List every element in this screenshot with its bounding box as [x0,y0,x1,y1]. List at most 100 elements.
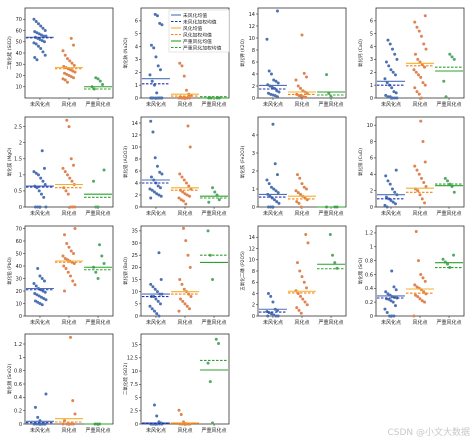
data-point [155,96,159,100]
data-point [38,274,42,278]
data-point [266,314,270,318]
data-point [152,309,156,313]
y-tick-label: 8 [370,139,373,145]
x-tick-label: 未风化点 [146,210,166,217]
data-point [34,422,38,426]
data-point [276,191,280,195]
data-point [185,181,188,185]
data-point [66,80,69,84]
data-point [297,308,301,312]
data-point [424,47,428,51]
y-tick-label: 30 [16,276,22,282]
data-point [386,95,390,99]
y-axis-label: 氧化铁 (Fe2O3) [239,145,246,178]
y-axis-label: 五氧化二磷 (P2O5) [239,251,246,291]
data-point [274,314,278,318]
data-point [73,70,77,74]
y-tick-label: 0 [135,422,138,428]
data-point [272,187,276,191]
data-point [184,202,188,206]
legend-label: 未风化加权均值 [183,18,217,25]
data-point [390,314,394,318]
data-point [36,44,40,48]
data-point [184,239,188,243]
data-point [414,230,418,234]
data-point [423,14,427,18]
data-point [155,290,159,294]
data-point [189,295,193,299]
data-point [420,197,424,201]
data-point [421,81,425,85]
data-point [392,285,396,289]
data-point [413,20,417,24]
y-tick-label: 0 [370,96,373,102]
data-point [65,118,69,122]
data-point [419,272,423,276]
data-point [265,37,269,41]
data-point [416,295,420,299]
data-point [294,189,298,193]
data-point [62,264,66,268]
data-point [151,130,155,134]
data-point [178,278,182,282]
data-point [412,68,416,72]
data-point [416,189,420,193]
data-point [159,194,163,198]
data-point [41,179,45,183]
data-point [153,156,157,160]
data-point [417,92,421,96]
data-point [294,78,298,82]
data-point [298,269,302,273]
data-point [388,95,392,99]
data-point [302,71,306,75]
data-point [36,205,40,209]
y-tick-label: 15 [132,277,138,283]
data-point [422,42,426,46]
y-tick-label: 0 [135,314,138,320]
data-point [208,380,212,384]
data-point [154,297,158,301]
x-tick-label: 未风化点 [381,101,401,108]
data-point [267,69,271,73]
data-point [420,176,423,180]
data-point [394,91,398,95]
data-point [40,303,44,307]
data-point [325,73,329,77]
x-tick-label: 风化点 [61,101,76,108]
data-point [415,168,419,172]
panel-10: 0 5 10 15 20 25 30 35 氧化钡 (BaO) 未风化点 风化点 严重风化点 [122,225,230,326]
data-point [180,282,184,286]
data-point [149,43,153,47]
data-point [300,182,304,186]
data-point [393,52,397,56]
data-point [305,286,308,290]
y-tick-label: 4 [135,181,138,187]
data-point [69,335,72,339]
x-tick-label: 风化点 [61,427,76,434]
data-point [72,76,75,80]
data-point [214,337,218,341]
data-point [71,279,75,283]
data-point [156,64,160,68]
data-point [183,302,187,306]
x-tick-label: 严重风化点 [86,101,111,108]
y-axis-label: 氧化钡 (BaO) [122,257,129,285]
data-point [296,261,299,265]
data-point [42,195,46,199]
data-point [73,227,77,230]
data-point [43,422,47,426]
y-tick-label: 0.2 [365,300,373,306]
x-tick-label: 未风化点 [30,210,50,217]
y-tick-label: 1.5 [14,157,22,163]
data-point [390,269,394,273]
data-point [387,197,391,201]
data-point [38,302,42,305]
y-tick-label: 0.6 [365,272,373,278]
data-point [384,93,388,97]
data-point [177,309,181,313]
data-point [391,70,395,74]
data-point [66,173,69,177]
y-tick-label: 2 [252,84,255,90]
data-point [272,313,276,317]
y-tick-label: 12.5 [127,356,138,362]
